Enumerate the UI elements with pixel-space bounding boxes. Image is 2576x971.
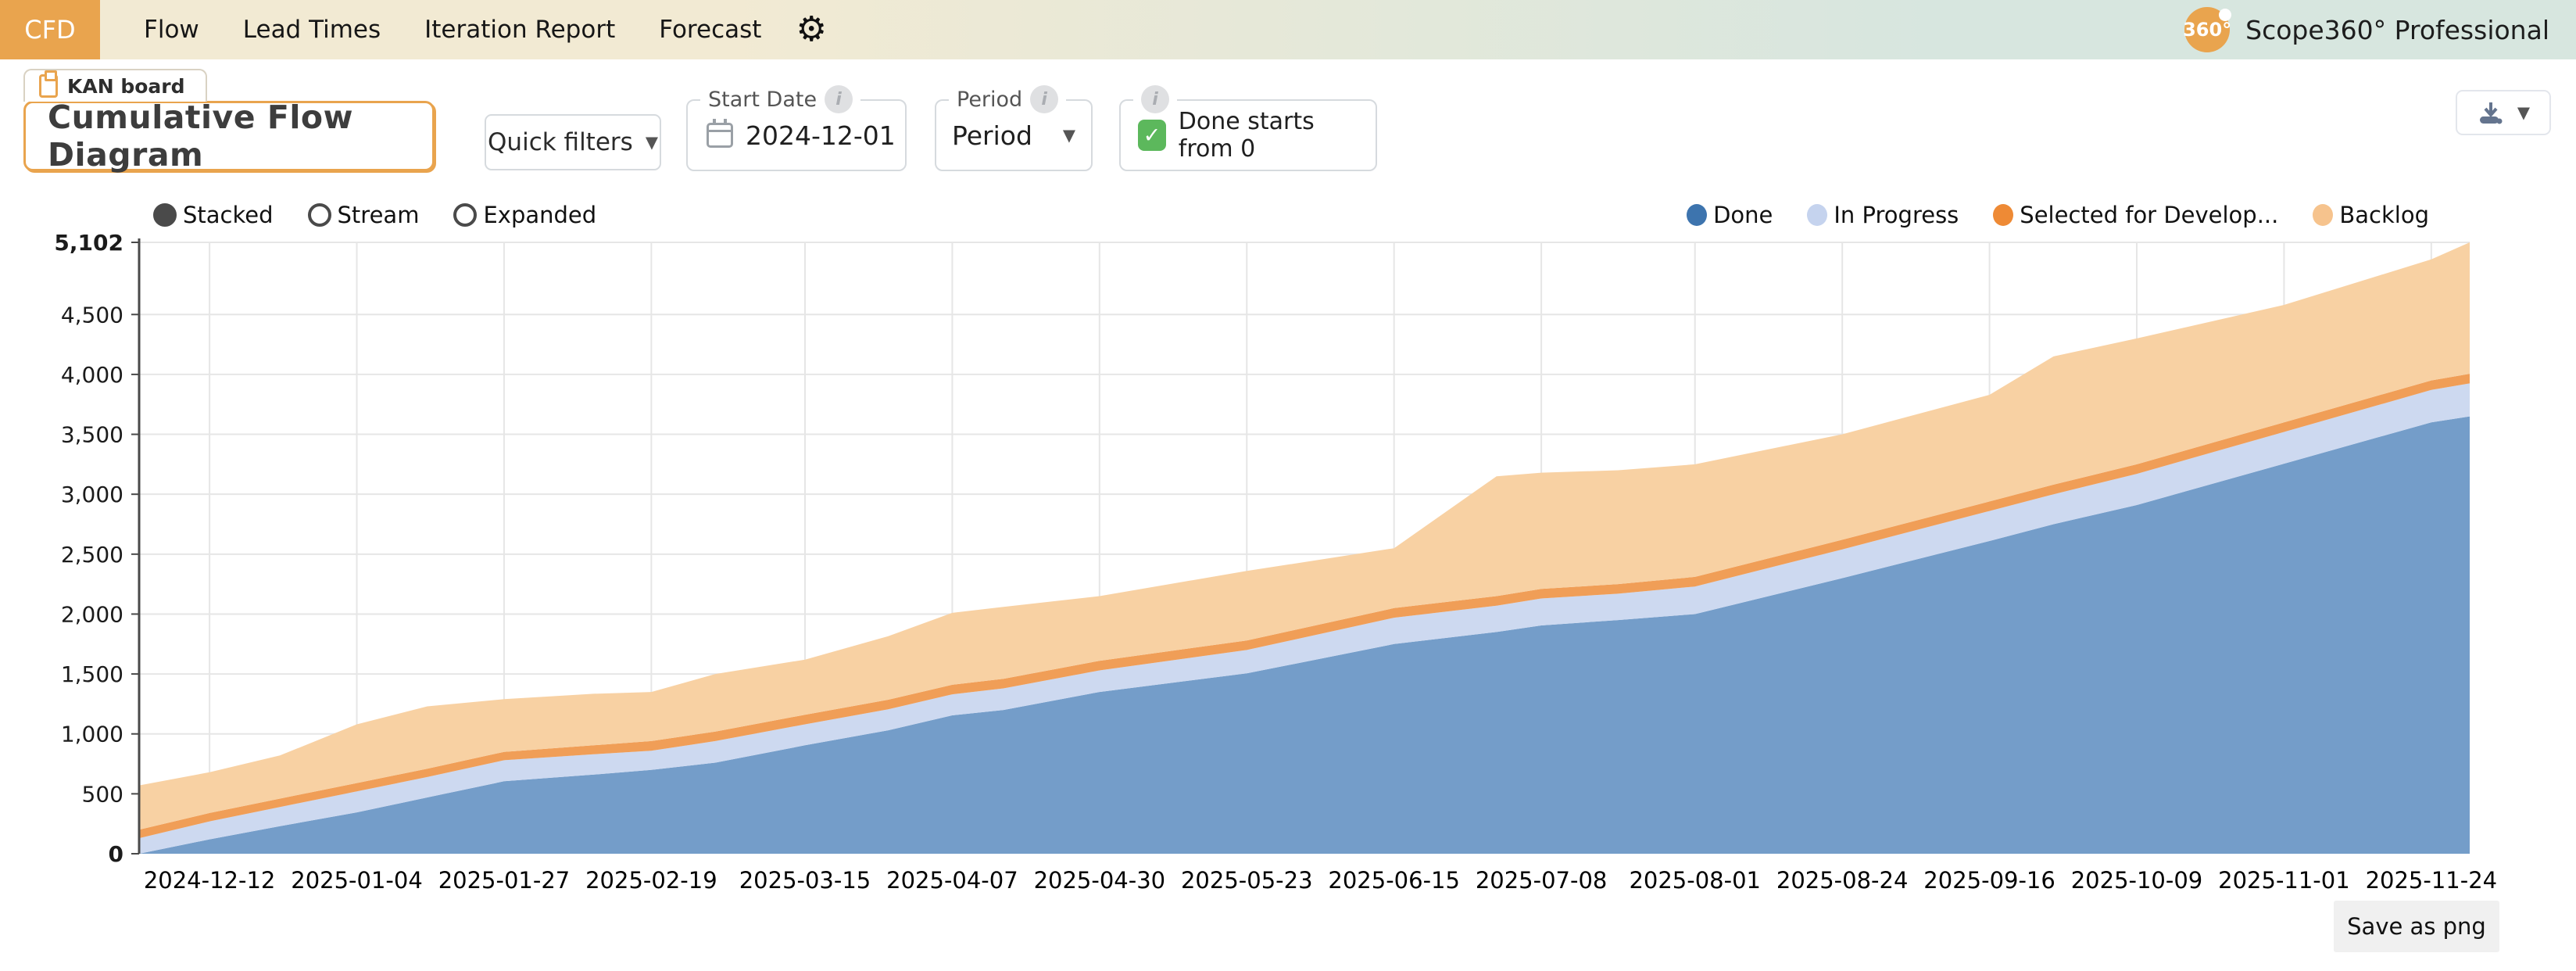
start-date-label: Start Date (708, 87, 818, 112)
legend-item-done[interactable]: Done (1687, 202, 1773, 228)
page-title-box: Cumulative Flow Diagram (23, 99, 435, 174)
svg-text:4,000: 4,000 (61, 362, 123, 388)
legend-label: In Progress (1834, 202, 1959, 228)
board-tab[interactable]: KAN board (23, 69, 207, 102)
period-value: Period (952, 120, 1032, 151)
start-date-legend: Start Date i (700, 85, 861, 113)
save-as-png-button[interactable]: Save as png (2334, 901, 2499, 952)
legend-dot-icon (1993, 204, 2014, 226)
download-button[interactable]: ▼ (2456, 90, 2551, 135)
calendar-icon (707, 119, 733, 148)
svg-text:5,102: 5,102 (54, 230, 123, 256)
done-starts-field: i ✓ Done starts from 0 (1119, 85, 1377, 171)
svg-text:1,000: 1,000 (61, 722, 123, 747)
svg-text:2025-01-04: 2025-01-04 (291, 867, 423, 894)
period-label: Period (957, 87, 1023, 112)
legend-item-selected-for-development[interactable]: Selected for Develop... (1993, 202, 2278, 228)
svg-text:2025-07-08: 2025-07-08 (1476, 867, 1608, 894)
view-mode-expanded[interactable]: Expanded (453, 202, 596, 228)
svg-text:2025-11-01: 2025-11-01 (2218, 867, 2350, 894)
info-icon[interactable]: i (825, 85, 853, 113)
svg-text:2025-05-23: 2025-05-23 (1181, 867, 1313, 894)
view-mode-label: Expanded (483, 202, 597, 228)
info-icon[interactable]: i (1030, 85, 1059, 113)
legend-item-backlog[interactable]: Backlog (2313, 202, 2429, 228)
view-mode-label: Stream (337, 202, 420, 228)
svg-text:2025-04-07: 2025-04-07 (886, 867, 1018, 894)
svg-text:4,500: 4,500 (61, 302, 123, 328)
legend-dot-icon (1807, 204, 1828, 226)
legend-label: Backlog (2339, 202, 2429, 228)
legend-dot-icon (1687, 204, 1708, 226)
nav-tab-forecast[interactable]: Forecast (659, 16, 762, 44)
info-icon[interactable]: i (1141, 85, 1169, 113)
radio-icon (307, 203, 331, 227)
chevron-down-icon: ▼ (1062, 126, 1075, 145)
svg-text:2,000: 2,000 (61, 601, 123, 627)
brand: 360° Scope360° Professional (2183, 7, 2549, 52)
radio-icon (453, 203, 478, 227)
svg-text:3,500: 3,500 (61, 422, 123, 448)
view-mode-stacked[interactable]: Stacked (153, 202, 274, 228)
svg-text:2025-08-01: 2025-08-01 (1629, 867, 1761, 894)
legend-item-in-progress[interactable]: In Progress (1807, 202, 1959, 228)
chart-legend: Done In Progress Selected for Develop...… (1687, 202, 2429, 228)
svg-text:2025-08-24: 2025-08-24 (1776, 867, 1909, 894)
start-date-field[interactable]: Start Date i 2024-12-01 (686, 85, 907, 171)
svg-text:2025-09-16: 2025-09-16 (1923, 867, 2055, 894)
view-mode-group: Stacked Stream Expanded (153, 202, 596, 228)
svg-text:2025-02-19: 2025-02-19 (585, 867, 717, 894)
done-starts-legend: i (1133, 85, 1177, 113)
svg-text:2025-11-24: 2025-11-24 (2366, 867, 2498, 894)
view-mode-stream[interactable]: Stream (307, 202, 420, 228)
cfd-chart: 0 500 1,000 1,500 2,000 2,500 3,000 3,500 4,000 4… (54, 230, 2498, 894)
svg-text:1,500: 1,500 (61, 661, 123, 687)
board-tab-label: KAN board (67, 74, 185, 98)
svg-text:2025-04-30: 2025-04-30 (1034, 867, 1166, 894)
svg-text:3,000: 3,000 (61, 482, 123, 507)
period-legend: Period i (949, 85, 1067, 113)
nav-tab-cfd[interactable]: CFD (0, 0, 100, 59)
svg-text:2025-10-09: 2025-10-09 (2071, 867, 2203, 894)
svg-text:2025-01-27: 2025-01-27 (438, 867, 571, 894)
legend-label: Done (1713, 202, 1773, 228)
svg-text:500: 500 (82, 781, 123, 807)
legend-dot-icon (2313, 204, 2334, 226)
nav-tab-iteration-report[interactable]: Iteration Report (424, 16, 616, 44)
svg-text:2025-06-15: 2025-06-15 (1328, 867, 1460, 894)
brand-name: Scope360° Professional (2245, 14, 2549, 45)
gear-icon[interactable]: ⚙ (796, 9, 827, 49)
chevron-down-icon: ▼ (645, 133, 658, 152)
done-starts-label: Done starts from 0 (1178, 108, 1315, 163)
brand-logo-icon: 360° (2183, 7, 2231, 52)
nav-tab-lead-times[interactable]: Lead Times (242, 16, 381, 44)
view-mode-label: Stacked (183, 202, 274, 228)
svg-text:0: 0 (109, 841, 123, 867)
main-content: KAN board Cumulative Flow Diagram Quick … (0, 59, 2576, 971)
chevron-down-icon: ▼ (2517, 103, 2531, 122)
svg-text:2,500: 2,500 (61, 542, 123, 568)
svg-text:2025-03-15: 2025-03-15 (739, 867, 871, 894)
legend-label: Selected for Develop... (2020, 202, 2279, 228)
radio-icon (153, 203, 177, 227)
done-starts-checkbox[interactable]: ✓ (1138, 120, 1166, 151)
nav-tab-flow[interactable]: Flow (144, 16, 199, 44)
clipboard-icon (39, 70, 58, 98)
page-title: Cumulative Flow Diagram (48, 99, 353, 174)
quick-filters-button[interactable]: Quick filters ▼ (485, 114, 661, 170)
quick-filters-label: Quick filters (488, 128, 633, 156)
period-select[interactable]: Period i Period ▼ (935, 85, 1093, 171)
download-icon (2479, 102, 2503, 124)
svg-text:2024-12-12: 2024-12-12 (144, 867, 276, 894)
chart-area: 0 500 1,000 1,500 2,000 2,500 3,000 3,500 4,000 4… (0, 227, 2576, 915)
top-nav: CFD Flow Lead Times Iteration Report For… (0, 0, 2576, 59)
start-date-value[interactable]: 2024-12-01 (746, 120, 896, 151)
